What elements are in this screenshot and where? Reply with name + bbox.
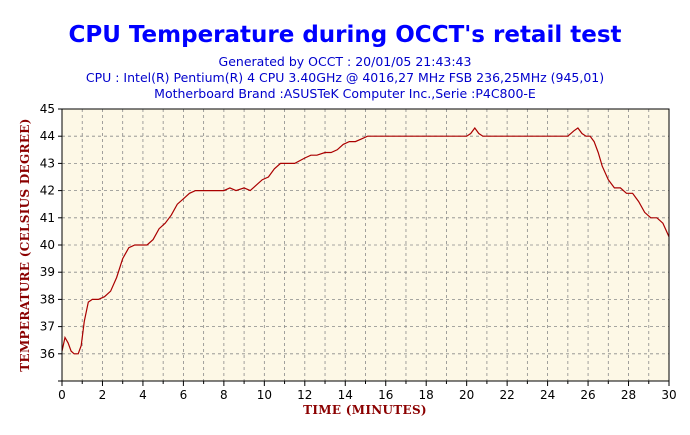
y-tick-label: 42 bbox=[40, 184, 55, 198]
y-tick-label: 45 bbox=[40, 102, 55, 116]
x-tick-label: 6 bbox=[180, 388, 188, 402]
x-tick-label: 16 bbox=[378, 388, 393, 402]
y-tick-label: 36 bbox=[40, 347, 55, 361]
x-tick-label: 8 bbox=[220, 388, 228, 402]
y-tick-label: 40 bbox=[40, 238, 55, 252]
chart-title: CPU Temperature during OCCT's retail tes… bbox=[68, 22, 621, 48]
ticks: 0 2 4 6 8 10 12 14 16 18 20 22 24 26 28 303637383940414… bbox=[40, 102, 677, 402]
y-tick-label: 43 bbox=[40, 156, 55, 170]
chart-subtitle-generated: Generated by OCCT : 20/01/05 21:43:43 bbox=[219, 54, 472, 69]
x-tick-label: 12 bbox=[297, 388, 312, 402]
x-tick-label: 10 bbox=[257, 388, 272, 402]
y-tick-label: 38 bbox=[40, 292, 55, 306]
x-tick-label: 18 bbox=[419, 388, 434, 402]
chart-subtitle-motherboard: Motherboard Brand :ASUSTeK Computer Inc.… bbox=[154, 86, 536, 101]
x-tick-label: 26 bbox=[580, 388, 595, 402]
x-tick-label: 22 bbox=[499, 388, 514, 402]
x-tick-label: 2 bbox=[99, 388, 107, 402]
x-tick-label: 14 bbox=[338, 388, 353, 402]
x-tick-label: 20 bbox=[459, 388, 474, 402]
x-tick-label: 4 bbox=[139, 388, 147, 402]
y-axis-label: TEMPERATURE (CELSIUS DEGREE) bbox=[18, 118, 32, 371]
chart-subtitle-cpu: CPU : Intel(R) Pentium(R) 4 CPU 3.40GHz … bbox=[86, 70, 604, 85]
y-tick-label: 44 bbox=[40, 129, 55, 143]
y-tick-label: 41 bbox=[40, 211, 55, 225]
x-tick-label: 28 bbox=[621, 388, 636, 402]
x-tick-label: 30 bbox=[661, 388, 676, 402]
y-tick-label: 39 bbox=[40, 265, 55, 279]
x-tick-label: 0 bbox=[58, 388, 66, 402]
x-tick-label: 24 bbox=[540, 388, 555, 402]
x-axis-label: TIME (MINUTES) bbox=[303, 403, 427, 417]
temperature-series-line bbox=[61, 126, 670, 355]
y-tick-label: 37 bbox=[40, 320, 55, 334]
